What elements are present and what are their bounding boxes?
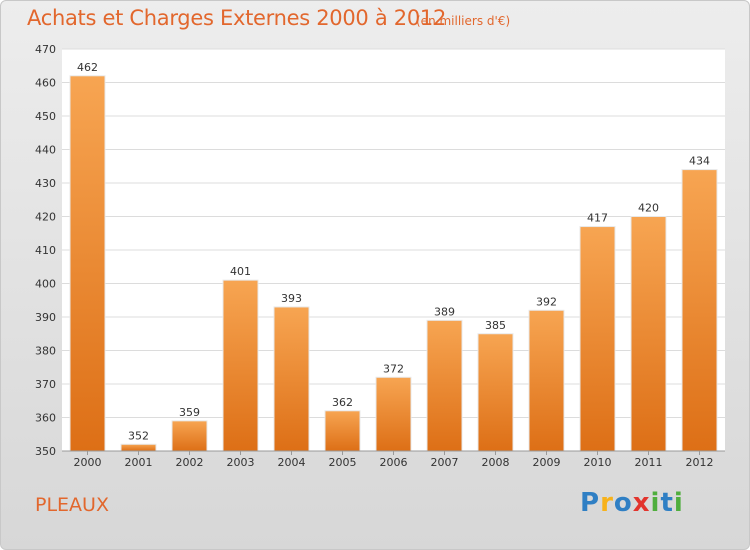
bar-value-label: 385 bbox=[485, 319, 506, 332]
bar bbox=[120, 443, 157, 452]
x-tick-label: 2002 bbox=[176, 456, 204, 469]
logo-letter: i bbox=[673, 488, 684, 518]
bar-value-label: 362 bbox=[332, 396, 353, 409]
y-tick-label: 350 bbox=[35, 445, 56, 458]
bar-value-label: 372 bbox=[383, 362, 404, 375]
bar bbox=[324, 410, 361, 452]
chart-unit: (en milliers d'€) bbox=[416, 14, 511, 28]
logo-letter: r bbox=[600, 488, 614, 518]
logo-letter: x bbox=[632, 488, 651, 518]
bar-value-label: 420 bbox=[638, 202, 659, 215]
chart-title: Achats et Charges Externes 2000 à 2012 bbox=[27, 6, 447, 30]
x-tick-label: 2007 bbox=[431, 456, 459, 469]
y-tick-label: 400 bbox=[35, 278, 56, 291]
logo-letter: i bbox=[650, 488, 661, 518]
y-tick-label: 370 bbox=[35, 378, 56, 391]
x-tick-label: 2008 bbox=[482, 456, 510, 469]
bar-value-label: 434 bbox=[689, 155, 710, 168]
x-tick-label: 2009 bbox=[533, 456, 561, 469]
bars: 462 352 359 401 393 362 372 389 385 392 417 420 434 bbox=[69, 61, 718, 452]
bar bbox=[579, 226, 616, 452]
bar-value-label: 352 bbox=[128, 429, 149, 442]
x-tick-label: 2004 bbox=[278, 456, 306, 469]
y-tick-label: 420 bbox=[35, 211, 56, 224]
bar bbox=[681, 169, 718, 452]
logo-letter: o bbox=[613, 488, 633, 518]
x-tick-label: 2005 bbox=[329, 456, 357, 469]
y-tick-label: 390 bbox=[35, 311, 56, 324]
x-tick-label: 2006 bbox=[380, 456, 408, 469]
y-tick-label: 470 bbox=[35, 43, 56, 56]
bar bbox=[171, 420, 208, 452]
x-tick-label: 2001 bbox=[125, 456, 153, 469]
x-axis-ticks: 2000 2001 2002 2003 2004 2005 2006 2007 2008 2009… bbox=[74, 451, 714, 469]
y-tick-label: 450 bbox=[35, 110, 56, 123]
x-tick-label: 2000 bbox=[74, 456, 102, 469]
y-tick-label: 360 bbox=[35, 412, 56, 425]
bar-value-label: 417 bbox=[587, 212, 608, 225]
bar bbox=[69, 75, 106, 452]
y-tick-label: 460 bbox=[35, 77, 56, 90]
x-tick-label: 2010 bbox=[584, 456, 612, 469]
bar bbox=[375, 376, 412, 452]
place-name: PLEAUX bbox=[35, 494, 109, 516]
bar-value-label: 401 bbox=[230, 265, 251, 278]
bar bbox=[426, 319, 463, 452]
y-tick-label: 410 bbox=[35, 244, 56, 257]
bar bbox=[630, 216, 667, 452]
bar bbox=[528, 309, 565, 452]
y-tick-label: 380 bbox=[35, 345, 56, 358]
bar bbox=[273, 306, 310, 452]
bar-value-label: 392 bbox=[536, 295, 557, 308]
bar bbox=[222, 279, 259, 452]
x-tick-label: 2003 bbox=[227, 456, 255, 469]
bar-value-label: 359 bbox=[179, 406, 200, 419]
bar-value-label: 393 bbox=[281, 292, 302, 305]
y-axis-ticks: 350 360 370 380 390 400 410 420 430 440 450 460 470 bbox=[35, 43, 56, 458]
y-tick-label: 440 bbox=[35, 144, 56, 157]
proxiti-logo: Proxiti bbox=[580, 488, 684, 518]
logo-letter: t bbox=[660, 488, 674, 518]
x-tick-label: 2012 bbox=[686, 456, 714, 469]
x-tick-label: 2011 bbox=[635, 456, 663, 469]
bar-value-label: 462 bbox=[77, 61, 98, 74]
bar-value-label: 389 bbox=[434, 305, 455, 318]
bar bbox=[477, 333, 514, 452]
logo-letter: P bbox=[580, 488, 601, 518]
y-tick-label: 430 bbox=[35, 177, 56, 190]
